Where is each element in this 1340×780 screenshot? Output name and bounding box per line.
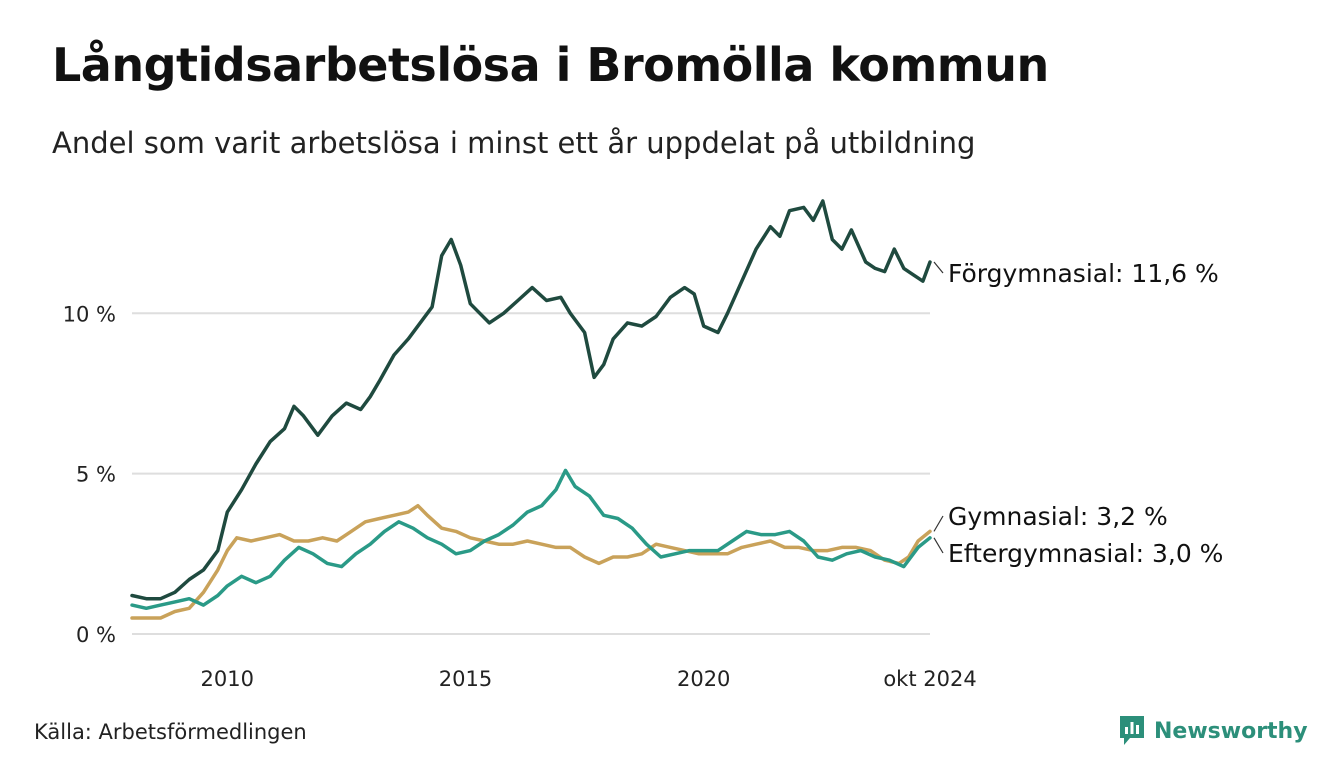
y-tick-label: 10 % bbox=[63, 302, 116, 326]
series-labels: Förgymnasial: 11,6 % Gymnasial: 3,2 % Efte… bbox=[933, 259, 1223, 568]
x-tick-label: 2010 bbox=[201, 667, 254, 691]
series-label: Förgymnasial: 11,6 % bbox=[948, 259, 1219, 288]
series-line-gymnasial bbox=[130, 503, 932, 620]
x-tick-label: okt 2024 bbox=[883, 667, 976, 691]
y-tick-label: 5 % bbox=[76, 463, 116, 487]
y-axis-ticks: 0 % 5 % 10 % bbox=[63, 302, 116, 647]
brand-logo: Newsworthy bbox=[1118, 714, 1308, 748]
line-chart: 0 % 5 % 10 % 2010 2015 2020 okt 2024 Förgymna… bbox=[63, 199, 1223, 691]
brand-name: Newsworthy bbox=[1154, 718, 1308, 744]
gridlines bbox=[132, 312, 930, 635]
y-tick-label: 0 % bbox=[76, 623, 116, 647]
x-tick-label: 2020 bbox=[677, 667, 730, 691]
source-note: Källa: Arbetsförmedlingen bbox=[34, 720, 307, 744]
label-connector bbox=[933, 261, 944, 274]
x-axis-ticks: 2010 2015 2020 okt 2024 bbox=[201, 667, 977, 691]
chart-title: Långtidsarbetslösa i Bromölla kommun bbox=[52, 38, 1049, 92]
series-label: Eftergymnasial: 3,0 % bbox=[948, 539, 1223, 568]
series-line-eftergymnasial bbox=[130, 468, 932, 611]
label-connector bbox=[933, 515, 944, 532]
label-connector bbox=[933, 537, 944, 554]
newsworthy-icon bbox=[1120, 716, 1144, 745]
chart-subtitle: Andel som varit arbetslösa i minst ett å… bbox=[52, 126, 976, 160]
series-lines bbox=[130, 199, 932, 620]
series-line-förgymnasial bbox=[130, 199, 932, 601]
x-tick-label: 2015 bbox=[439, 667, 492, 691]
series-label: Gymnasial: 3,2 % bbox=[948, 502, 1168, 531]
